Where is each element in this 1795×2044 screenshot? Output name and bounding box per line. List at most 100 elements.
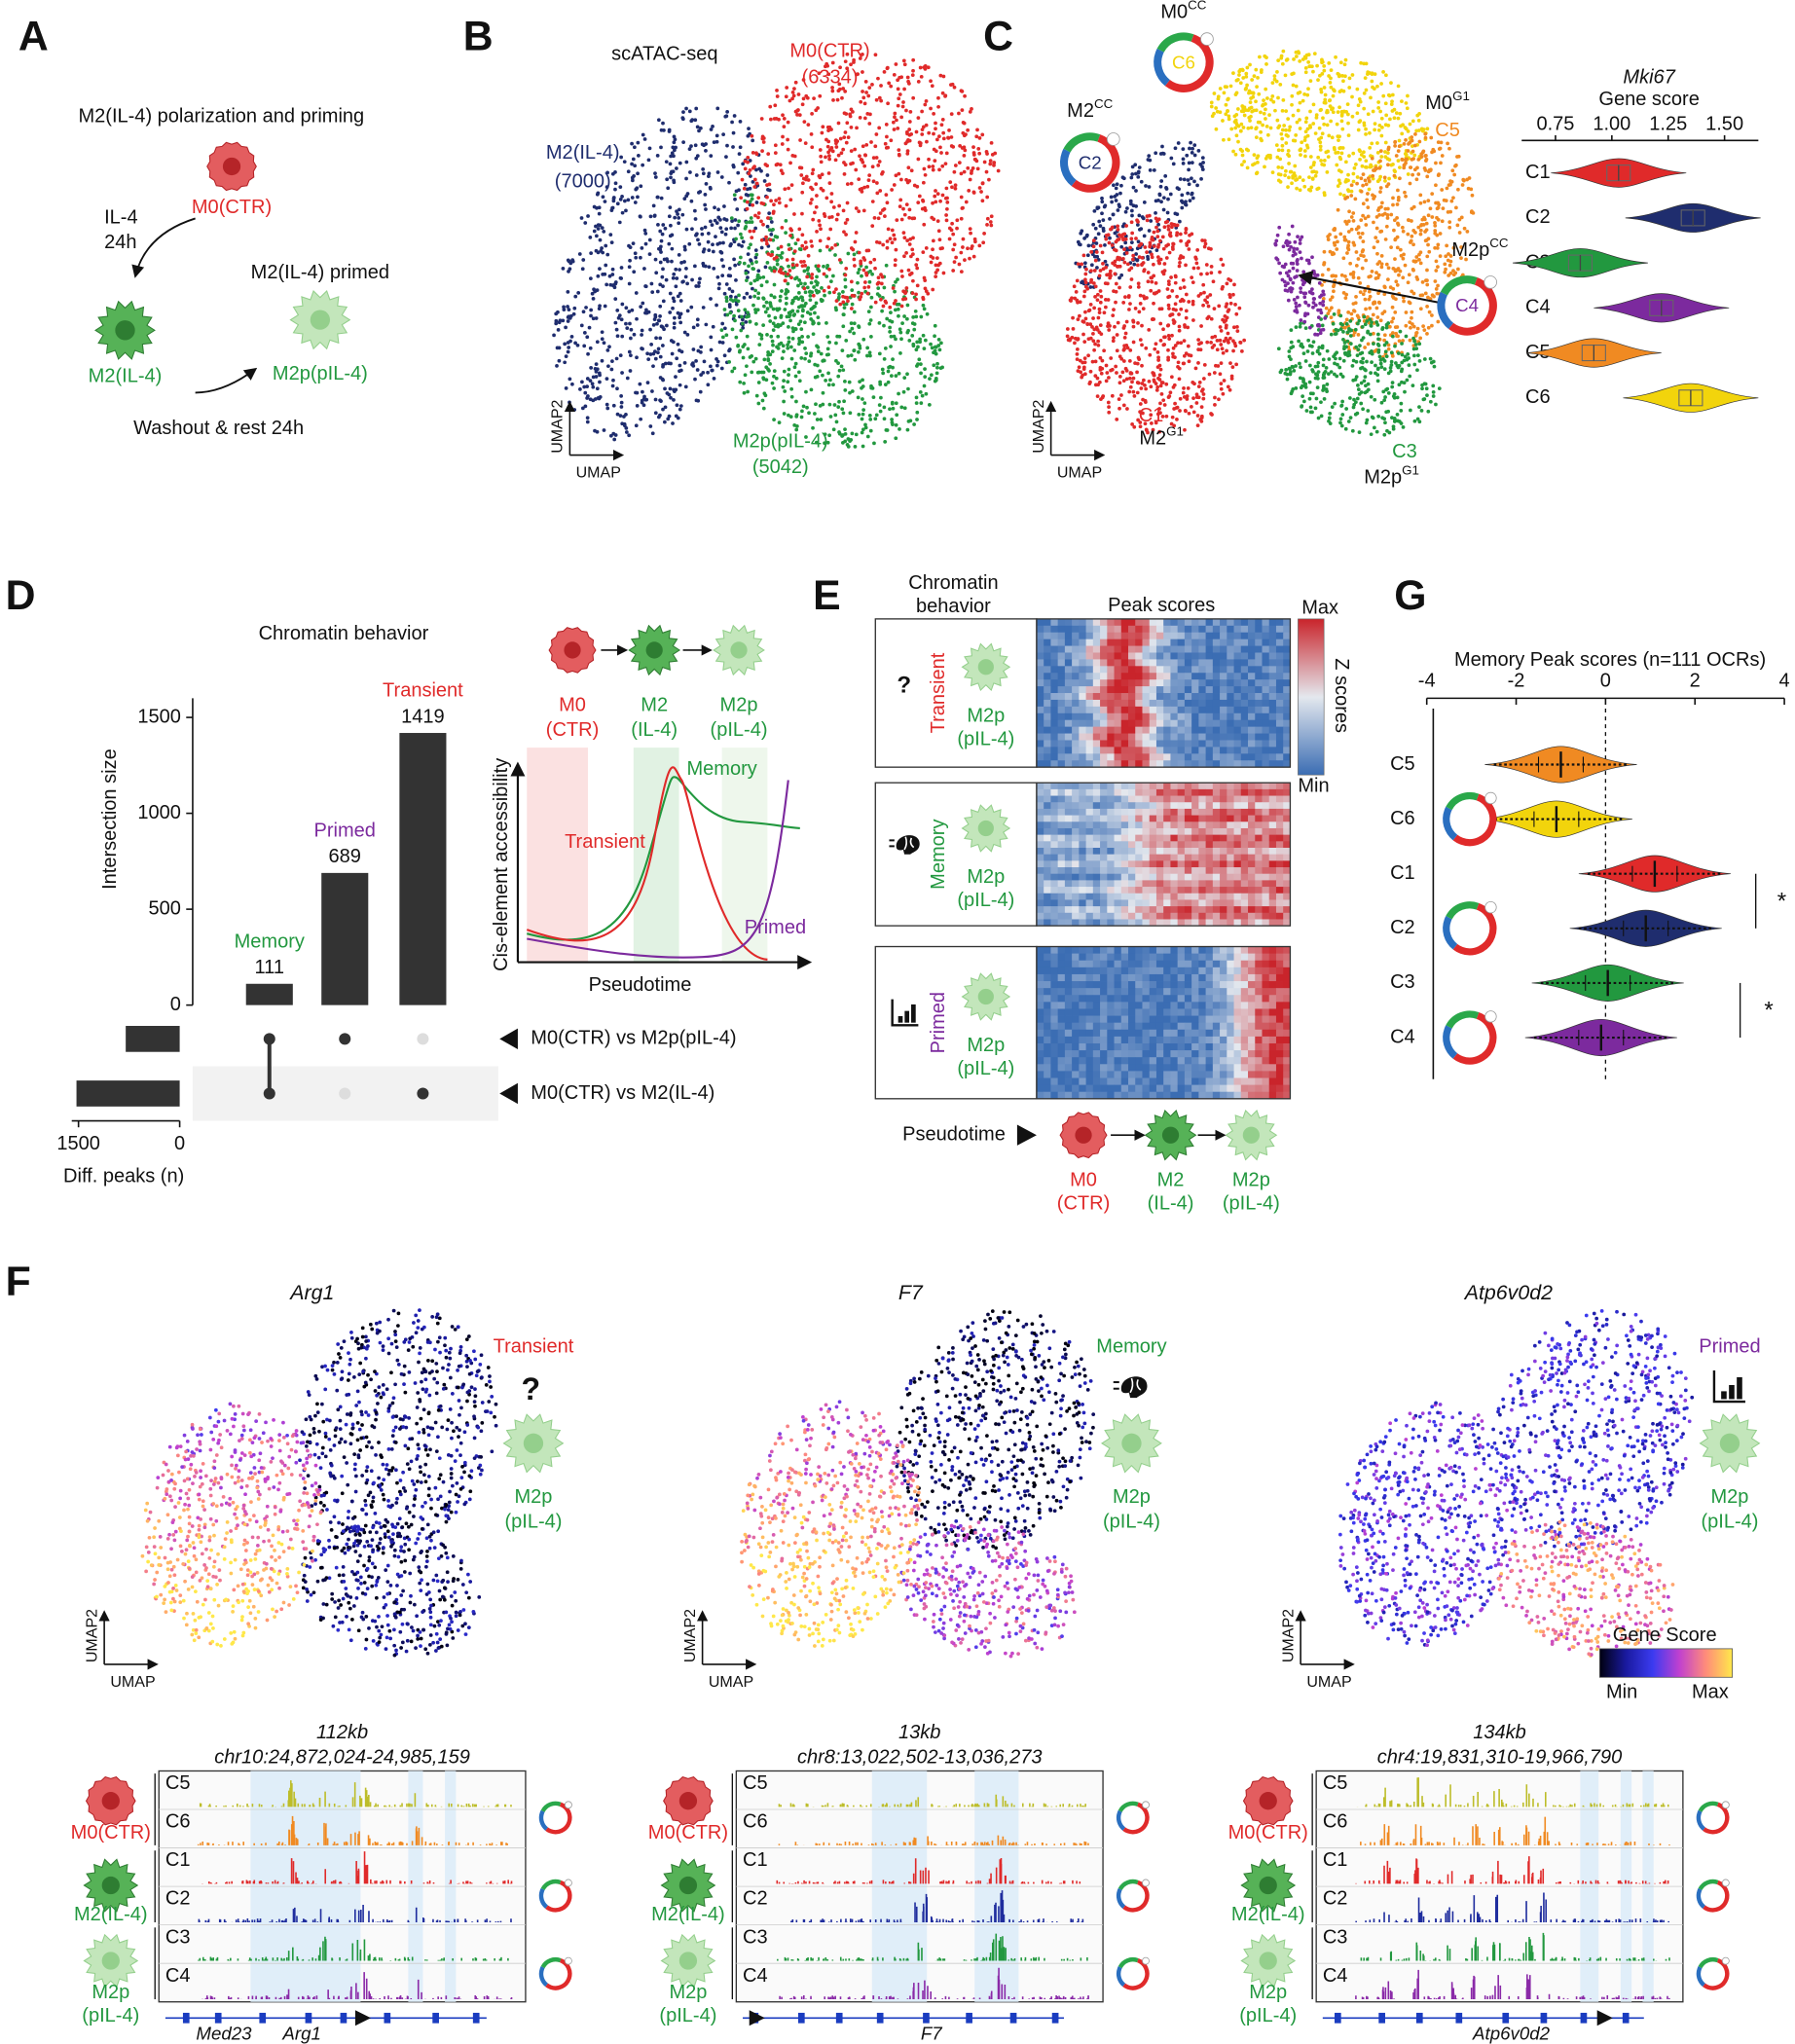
umap-point [764,365,769,370]
umap-point [1254,171,1259,176]
umap-point [1129,266,1134,271]
umap-point [757,166,761,171]
umap-point [1386,124,1391,128]
umap-point [936,95,940,100]
umap-point [796,92,801,96]
umap-point [1434,201,1438,205]
umap-point [731,145,735,149]
umap-point [1432,294,1436,299]
umap-point [1298,324,1302,329]
umap-point [673,215,678,220]
umap-point [1423,135,1428,140]
umap-point [722,308,727,311]
umap-point [781,384,786,389]
umap-point [659,244,663,249]
umap-point [1412,419,1417,423]
umap-point [773,315,778,320]
umap-point [575,343,580,347]
umap-point [1400,352,1405,357]
umap-point [930,84,934,89]
umap-point [1297,51,1301,55]
umap-point [1361,356,1365,361]
umap-point [1182,339,1187,344]
umap-point [1303,300,1307,305]
umap-point [897,148,901,153]
umap-point [1238,81,1243,86]
umap-point [1109,227,1113,232]
umap-point [952,242,957,247]
umap-point [734,295,738,300]
umap-point [1191,396,1195,401]
umap-point [800,409,804,414]
umap-point [1235,107,1240,111]
umap-point [1470,193,1475,198]
umap-point [1337,168,1341,173]
umap-point [954,255,958,260]
umap-point [867,86,872,91]
umap-point [1136,263,1140,268]
umap-point [610,205,614,210]
umap-point [650,290,655,295]
umap-point [593,397,598,401]
umap-point [596,274,601,278]
umap-point [1347,209,1351,214]
umap-point [1251,94,1256,99]
umap-point [1378,318,1383,323]
umap-point [866,178,871,183]
umap-point [627,433,632,438]
umap-point [1080,262,1084,267]
umap-point [651,351,656,356]
umap-point [1454,205,1458,210]
umap-point [819,160,824,164]
umap-point [1309,290,1314,295]
umap-point [782,272,786,275]
umap-point [1372,425,1376,430]
umap-point [600,226,604,231]
umap-point [1361,183,1365,188]
umap-point [1423,131,1428,136]
umap-point [903,291,907,295]
umap-point [1384,354,1389,359]
umap-point [1318,295,1322,299]
umap-point [1226,331,1230,336]
umap-point [1289,244,1293,249]
umap-point [921,250,926,255]
umap-point [1349,215,1354,219]
umap-point [1310,287,1314,291]
umap-point [822,212,826,216]
umap-point [1315,187,1320,192]
umap-point [1158,184,1163,189]
umap-point [1392,107,1397,112]
umap-point [1406,218,1410,222]
umap-point [561,266,566,271]
umap-point [1287,175,1291,180]
umap-point [698,276,702,281]
umap-point [1082,289,1087,294]
umap-point [659,238,664,243]
umap-point [1158,383,1163,388]
umap-point [906,79,910,84]
umap-point [1222,91,1227,95]
umap-point [1165,219,1170,224]
umap-point [590,291,595,296]
umap-point [1257,91,1262,96]
umap-point [1100,250,1105,255]
umap-point [898,204,902,209]
umap-point [839,151,844,156]
umap-point [921,125,926,129]
umap-point [1376,106,1381,110]
umap-point [580,406,585,411]
umap-point [1361,248,1366,252]
umap-point [712,140,716,145]
umap-point [920,128,925,132]
umap-point [794,399,798,404]
umap-point [694,358,698,363]
umap-point [795,112,799,117]
umap-point [1345,251,1349,255]
umap-point [814,440,819,445]
umap-point [966,246,970,251]
umap-point [1231,325,1236,330]
umap-point [1232,282,1236,287]
umap-point [1083,280,1088,285]
umap-point [591,316,596,321]
